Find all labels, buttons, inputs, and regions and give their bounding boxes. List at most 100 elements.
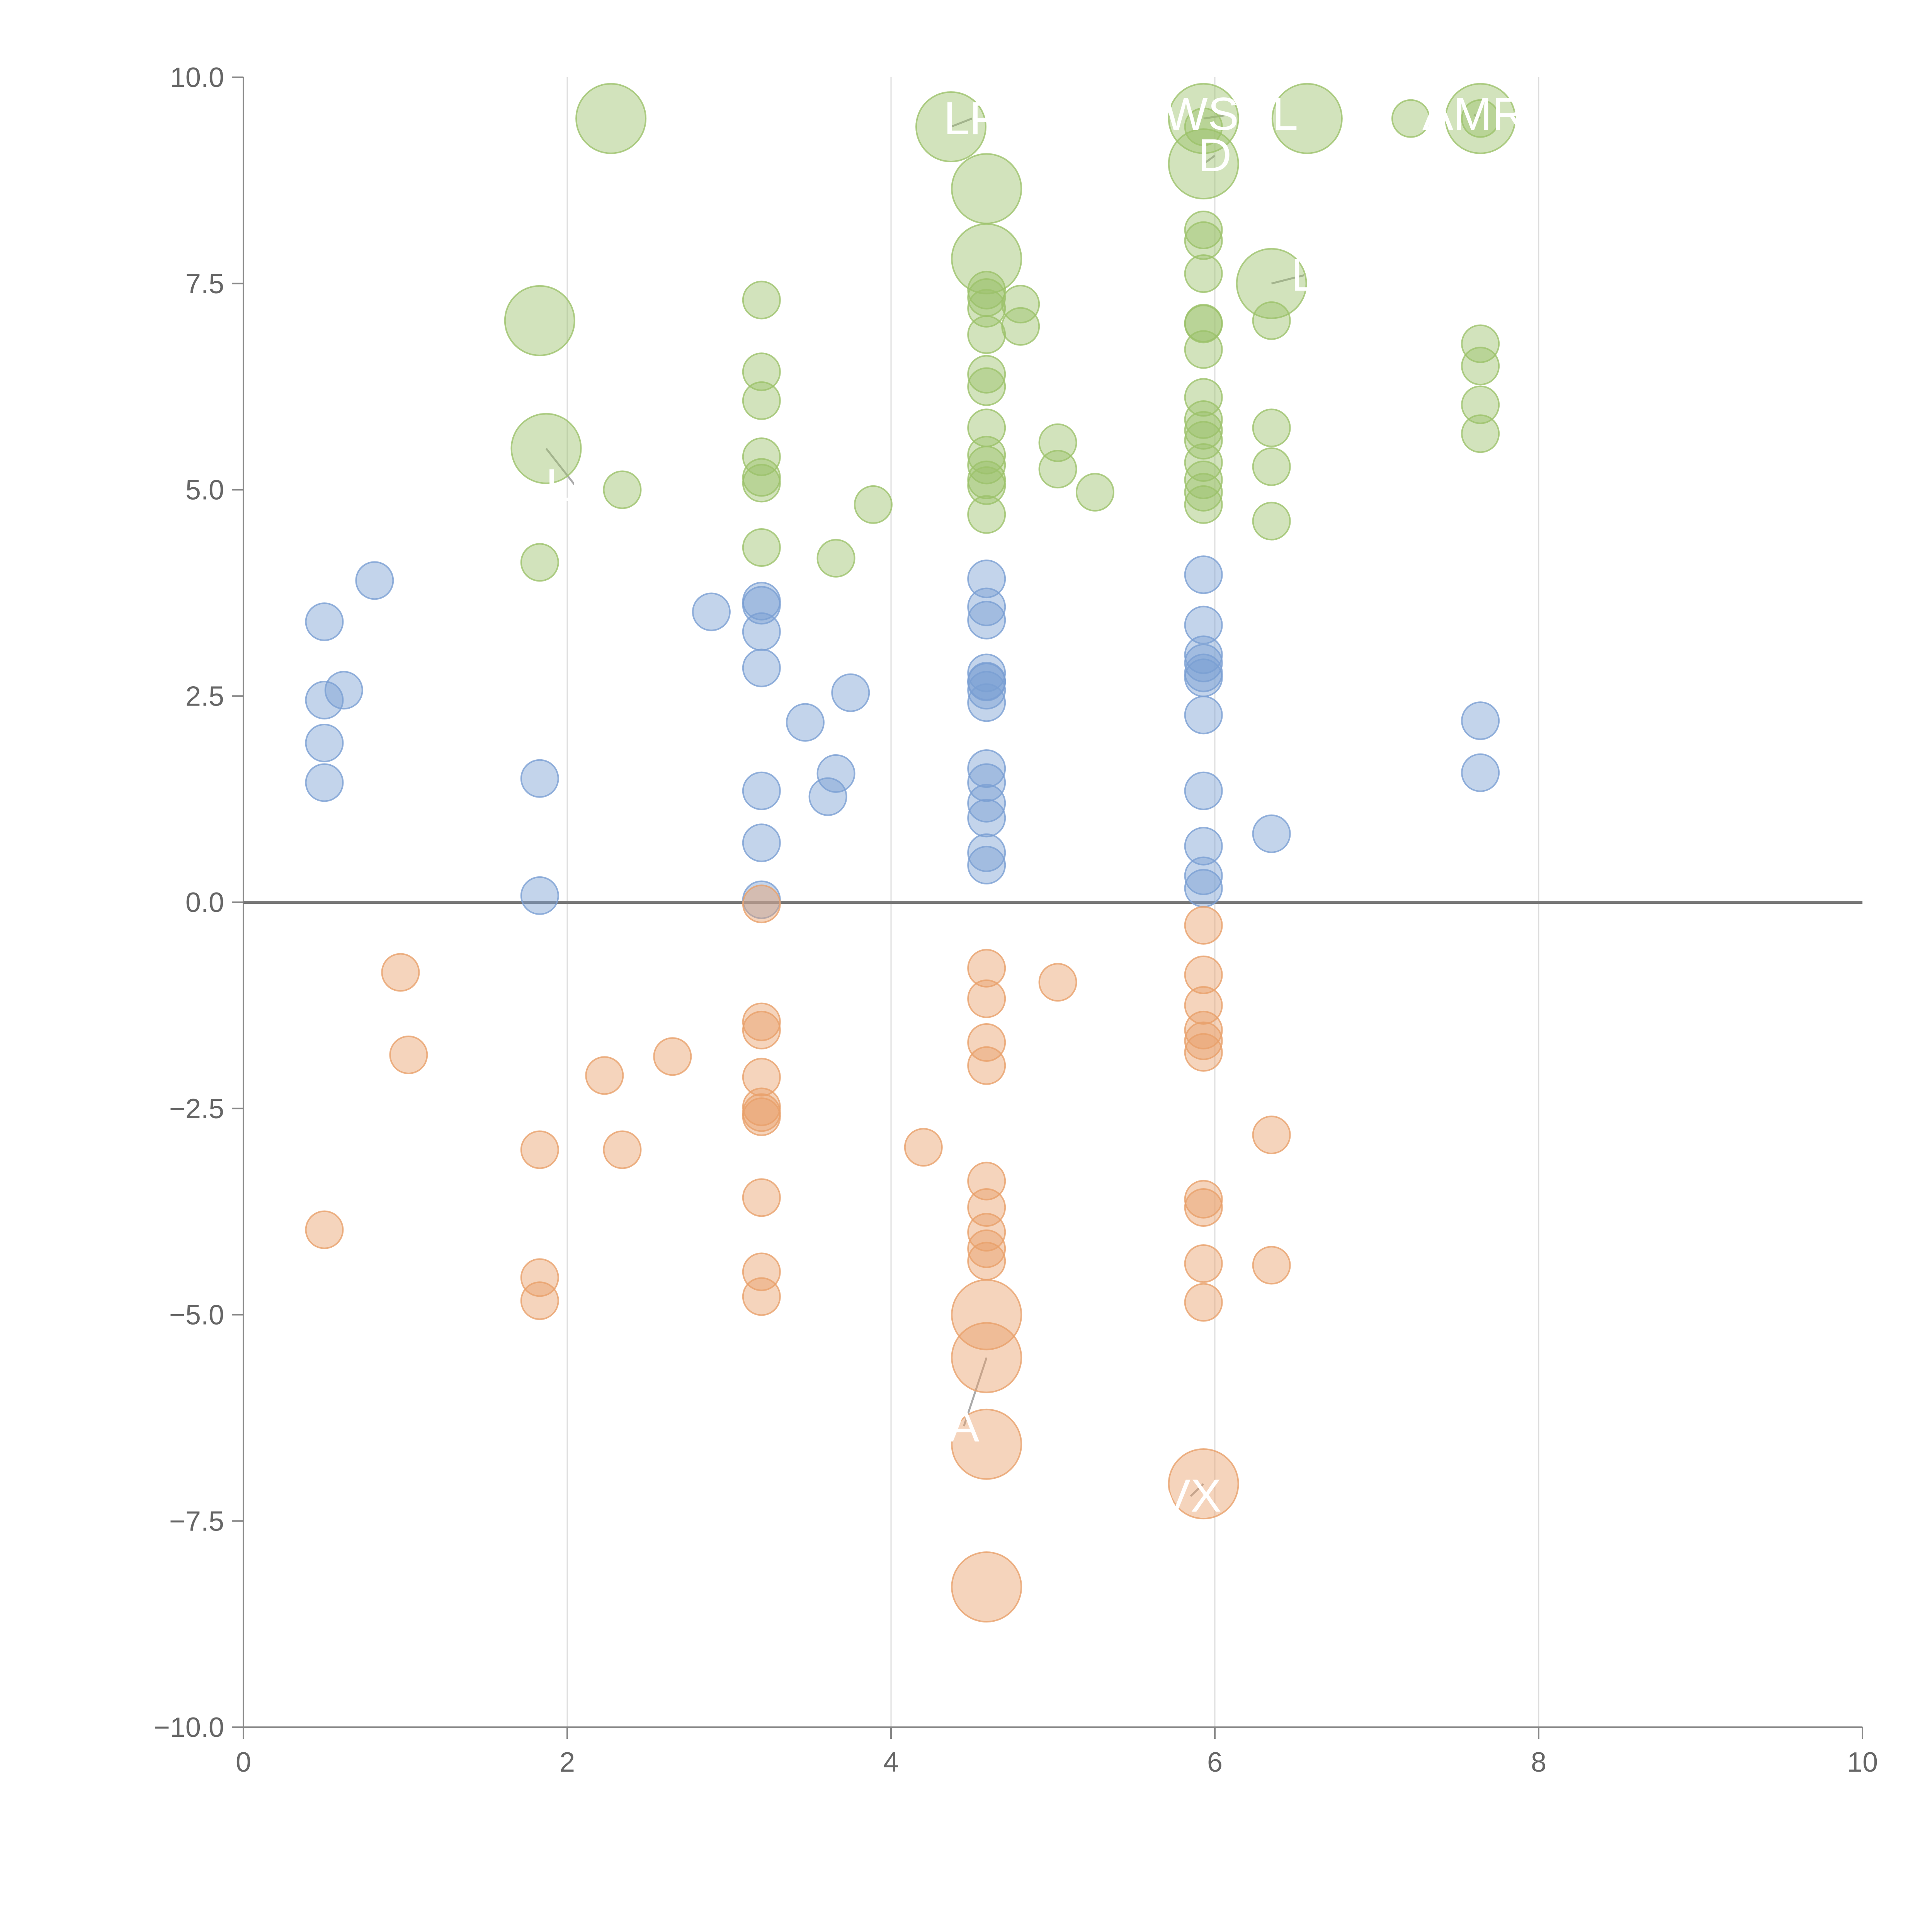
y-tick-label: 7.5 xyxy=(185,269,224,299)
y-tick-label: −5.0 xyxy=(169,1300,224,1331)
point-blue xyxy=(324,671,363,710)
point-green xyxy=(967,315,1006,354)
point-orange xyxy=(967,1229,1006,1268)
point-orange xyxy=(1184,1010,1223,1049)
point-blue xyxy=(1184,605,1223,645)
point-green xyxy=(1184,378,1223,417)
point-green xyxy=(1075,473,1114,512)
point-green xyxy=(742,281,781,320)
point-orange xyxy=(653,1037,692,1076)
point-green xyxy=(1001,285,1040,324)
point-orange xyxy=(381,953,420,992)
x-tick-label: 4 xyxy=(883,1747,899,1778)
x-tick-label: 6 xyxy=(1207,1747,1223,1778)
point-green xyxy=(967,367,1006,406)
point-green xyxy=(1184,485,1223,524)
y-tick-label: −10.0 xyxy=(154,1712,224,1743)
point-green xyxy=(1252,447,1291,486)
point-green xyxy=(1236,248,1307,319)
point-blue xyxy=(967,683,1006,722)
point-blue xyxy=(967,600,1006,639)
annotation-connector xyxy=(1190,1483,1204,1497)
point-green xyxy=(967,495,1006,534)
point-orange xyxy=(389,1035,428,1074)
annotation-connector xyxy=(1271,274,1304,285)
point-orange xyxy=(951,1322,1022,1393)
point-orange xyxy=(742,1010,781,1049)
point-orange xyxy=(1184,955,1223,994)
point-orange xyxy=(967,1162,1006,1201)
point-orange xyxy=(967,1213,1006,1252)
point-green xyxy=(1184,400,1223,439)
point-green xyxy=(854,485,893,524)
x-tick-label: 10 xyxy=(1847,1747,1878,1778)
point-blue xyxy=(742,648,781,687)
x-tick-label: 8 xyxy=(1531,1747,1546,1778)
point-blue xyxy=(742,586,781,625)
point-blue xyxy=(355,561,394,600)
point-green xyxy=(1001,307,1040,346)
point-orange xyxy=(1184,1033,1223,1072)
point-green xyxy=(967,355,1006,394)
point-green xyxy=(967,446,1006,485)
point-blue xyxy=(808,777,847,816)
point-orange xyxy=(1252,1246,1291,1285)
point-green xyxy=(742,458,781,497)
x-tick-label: 0 xyxy=(236,1747,251,1778)
point-orange xyxy=(742,1002,781,1041)
annotation-connector xyxy=(1473,113,1481,119)
point-green xyxy=(915,91,987,163)
point-orange xyxy=(585,1056,624,1095)
point-blue xyxy=(1184,643,1223,682)
point-green xyxy=(1038,423,1077,462)
point-green xyxy=(1184,473,1223,512)
point-green xyxy=(1168,128,1239,200)
point-green xyxy=(1461,414,1500,453)
point-orange xyxy=(904,1128,943,1167)
point-orange xyxy=(520,1258,559,1297)
annotation-label: LC xyxy=(546,459,605,511)
annotation-connector xyxy=(951,117,973,128)
point-green xyxy=(1184,421,1223,460)
point-orange xyxy=(1184,1021,1223,1060)
point-blue xyxy=(742,823,781,862)
point-orange xyxy=(603,1130,642,1169)
point-green xyxy=(1184,304,1223,344)
point-orange xyxy=(1168,1448,1239,1520)
point-blue xyxy=(305,723,344,762)
point-orange xyxy=(967,979,1006,1018)
point-green xyxy=(1184,411,1223,450)
point-blue xyxy=(967,833,1006,872)
annotation-label: L xyxy=(1291,249,1317,301)
point-blue xyxy=(967,749,1006,788)
point-blue xyxy=(1252,814,1291,853)
point-blue xyxy=(967,560,1006,599)
point-blue xyxy=(967,784,1006,823)
axes xyxy=(243,77,1862,1728)
point-green xyxy=(1184,254,1223,293)
y-tick-label: 2.5 xyxy=(185,681,224,712)
point-blue xyxy=(305,763,344,802)
annotation-label: WSCL xyxy=(1164,88,1298,140)
point-orange xyxy=(742,1277,781,1316)
point-blue xyxy=(967,587,1006,626)
point-blue xyxy=(1461,753,1500,792)
point-orange xyxy=(1184,1180,1223,1219)
point-blue xyxy=(786,703,825,742)
point-orange xyxy=(1184,1283,1223,1322)
annotation-connector xyxy=(1203,155,1216,165)
annotation-labels: LP WSCL AMR L D LC A VX xyxy=(546,88,1525,1522)
point-green xyxy=(742,437,781,476)
point-green xyxy=(742,381,781,420)
point-blue xyxy=(967,799,1006,838)
point-blue xyxy=(967,671,1006,710)
point-green xyxy=(951,223,1022,294)
point-orange xyxy=(967,1023,1006,1062)
point-blue xyxy=(1461,701,1500,740)
point-orange xyxy=(967,1046,1006,1085)
point-orange xyxy=(742,1093,781,1132)
data-points xyxy=(305,83,1516,1623)
point-green xyxy=(1445,83,1516,154)
point-green xyxy=(1252,301,1291,340)
